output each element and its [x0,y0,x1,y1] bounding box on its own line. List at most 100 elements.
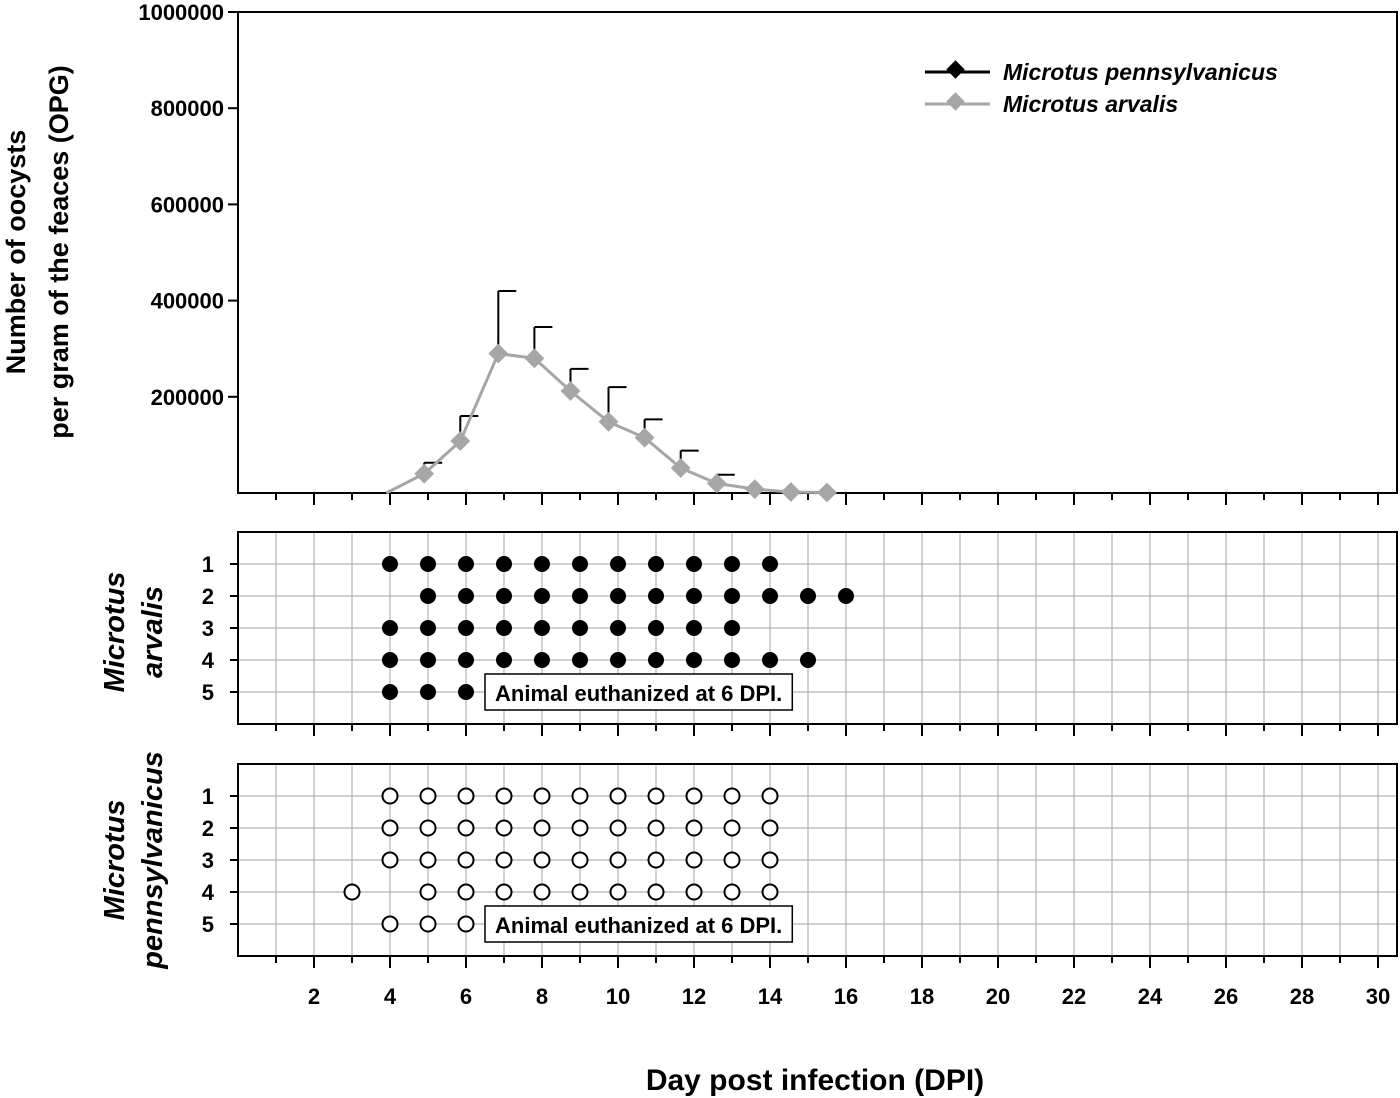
shedding-dot-open [343,883,361,901]
annotation-text: Animal euthanized at 6 DPI. [495,681,782,706]
shedding-dot-open [381,819,399,837]
x-tick-label: 28 [1290,984,1314,1009]
shedding-dot-filled [458,588,474,604]
legend-marker-arvalis [946,92,965,111]
shedding-dot-filled [610,588,626,604]
shedding-dot-open [495,787,513,805]
x-tick-label: 30 [1366,984,1390,1009]
x-tick-label: 18 [910,984,934,1009]
shedding-dot-filled [762,652,778,668]
shedding-dot-filled [534,556,550,572]
shedding-dot-open [723,851,741,869]
data-point [414,463,435,484]
data-point [598,411,619,432]
arvalis-dots [382,556,854,700]
shedding-dot-filled [420,652,436,668]
shedding-dot-open [761,851,779,869]
shedding-dot-open [609,851,627,869]
shedding-dot-filled [458,652,474,668]
shedding-dot-filled [686,652,702,668]
data-point [781,482,801,502]
shedding-dot-filled [382,684,398,700]
shedding-dot-open [571,883,589,901]
shedding-dot-open [761,883,779,901]
shedding-dot-open [609,819,627,837]
shedding-dot-open [685,851,703,869]
arvalis-dot-panel: 1 2 3 4 5 Animal euthanized at 6 DPI. Microt… [99,531,1398,736]
arvalis-grid [238,532,1397,724]
y-tick-label: 1000000 [138,0,224,25]
shedding-dot-open [419,851,437,869]
shedding-dot-open [419,787,437,805]
y-axis-title-line2: per gram of the feaces (OPG) [44,65,74,439]
pennsylvanicus-x-ticks [275,956,1379,968]
shedding-dot-open [761,787,779,805]
arvalis-title-line2: arvalis [137,586,169,678]
row-label: 4 [202,880,215,905]
opg-line-chart: 200000 400000 600000 800000 1000000 Number o… [1,0,1398,505]
shedding-dot-filled [724,556,740,572]
shedding-dot-filled [420,556,436,572]
shedding-dot-filled [420,620,436,636]
x-tick-label: 8 [536,984,548,1009]
shedding-dot-open [495,851,513,869]
pennsylvanicus-dots [343,787,779,933]
shedding-dot-open [419,819,437,837]
shedding-dot-filled [762,556,778,572]
shedding-dot-filled [420,588,436,604]
shedding-dot-open [571,851,589,869]
data-point [634,427,655,448]
shedding-dot-open [571,787,589,805]
shedding-dot-open [457,787,475,805]
shedding-dot-open [457,851,475,869]
error-bars [423,289,735,484]
row-label: 2 [202,816,214,841]
shedding-dot-open [457,883,475,901]
row-label: 3 [202,848,214,873]
pennsylvanicus-row-labels: 1 2 3 4 5 [202,784,238,937]
shedding-dot-filled [648,588,664,604]
shedding-dot-filled [800,588,816,604]
row-label: 5 [202,680,214,705]
shedding-dot-open [495,883,513,901]
x-tick-label: 22 [1062,984,1086,1009]
shedding-dot-open [533,787,551,805]
data-point [560,381,581,401]
legend-marker-pennsylvanicus [946,60,965,79]
shedding-dot-open [723,787,741,805]
pennsylvanicus-title-line1: Microtus [99,800,131,921]
legend-label-pennsylvanicus: Microtus pennsylvanicus [1003,59,1278,85]
series-points [414,343,837,503]
shedding-dot-filled [496,652,512,668]
shedding-dot-open [419,883,437,901]
shedding-dot-filled [382,556,398,572]
shedding-dot-filled [534,588,550,604]
x-axis-tick-labels: 2 4 6 8 10 12 14 16 18 20 22 24 26 28 30 [308,984,1390,1009]
shedding-dot-filled [458,620,474,636]
shedding-dot-filled [610,556,626,572]
row-label: 2 [202,584,214,609]
shedding-dot-filled [496,556,512,572]
shedding-dot-open [533,883,551,901]
row-label: 1 [202,552,214,577]
shedding-dot-filled [724,652,740,668]
shedding-dot-open [609,787,627,805]
shedding-dot-filled [382,652,398,668]
shedding-dot-filled [838,588,854,604]
shedding-dot-filled [762,588,778,604]
shedding-dot-open [571,819,589,837]
legend: Microtus pennsylvanicus Microtus arvalis [925,59,1278,117]
row-label: 1 [202,784,214,809]
shedding-dot-filled [534,652,550,668]
annotation-text: Animal euthanized at 6 DPI. [495,913,782,938]
shedding-dot-filled [648,556,664,572]
shedding-dot-open [609,883,627,901]
data-point [817,482,837,503]
shedding-dot-open [457,819,475,837]
x-tick-label: 14 [758,984,783,1009]
shedding-dot-open [381,851,399,869]
shedding-dot-open [685,883,703,901]
x-tick-label: 20 [986,984,1010,1009]
arvalis-row-labels: 1 2 3 4 5 [202,552,238,705]
